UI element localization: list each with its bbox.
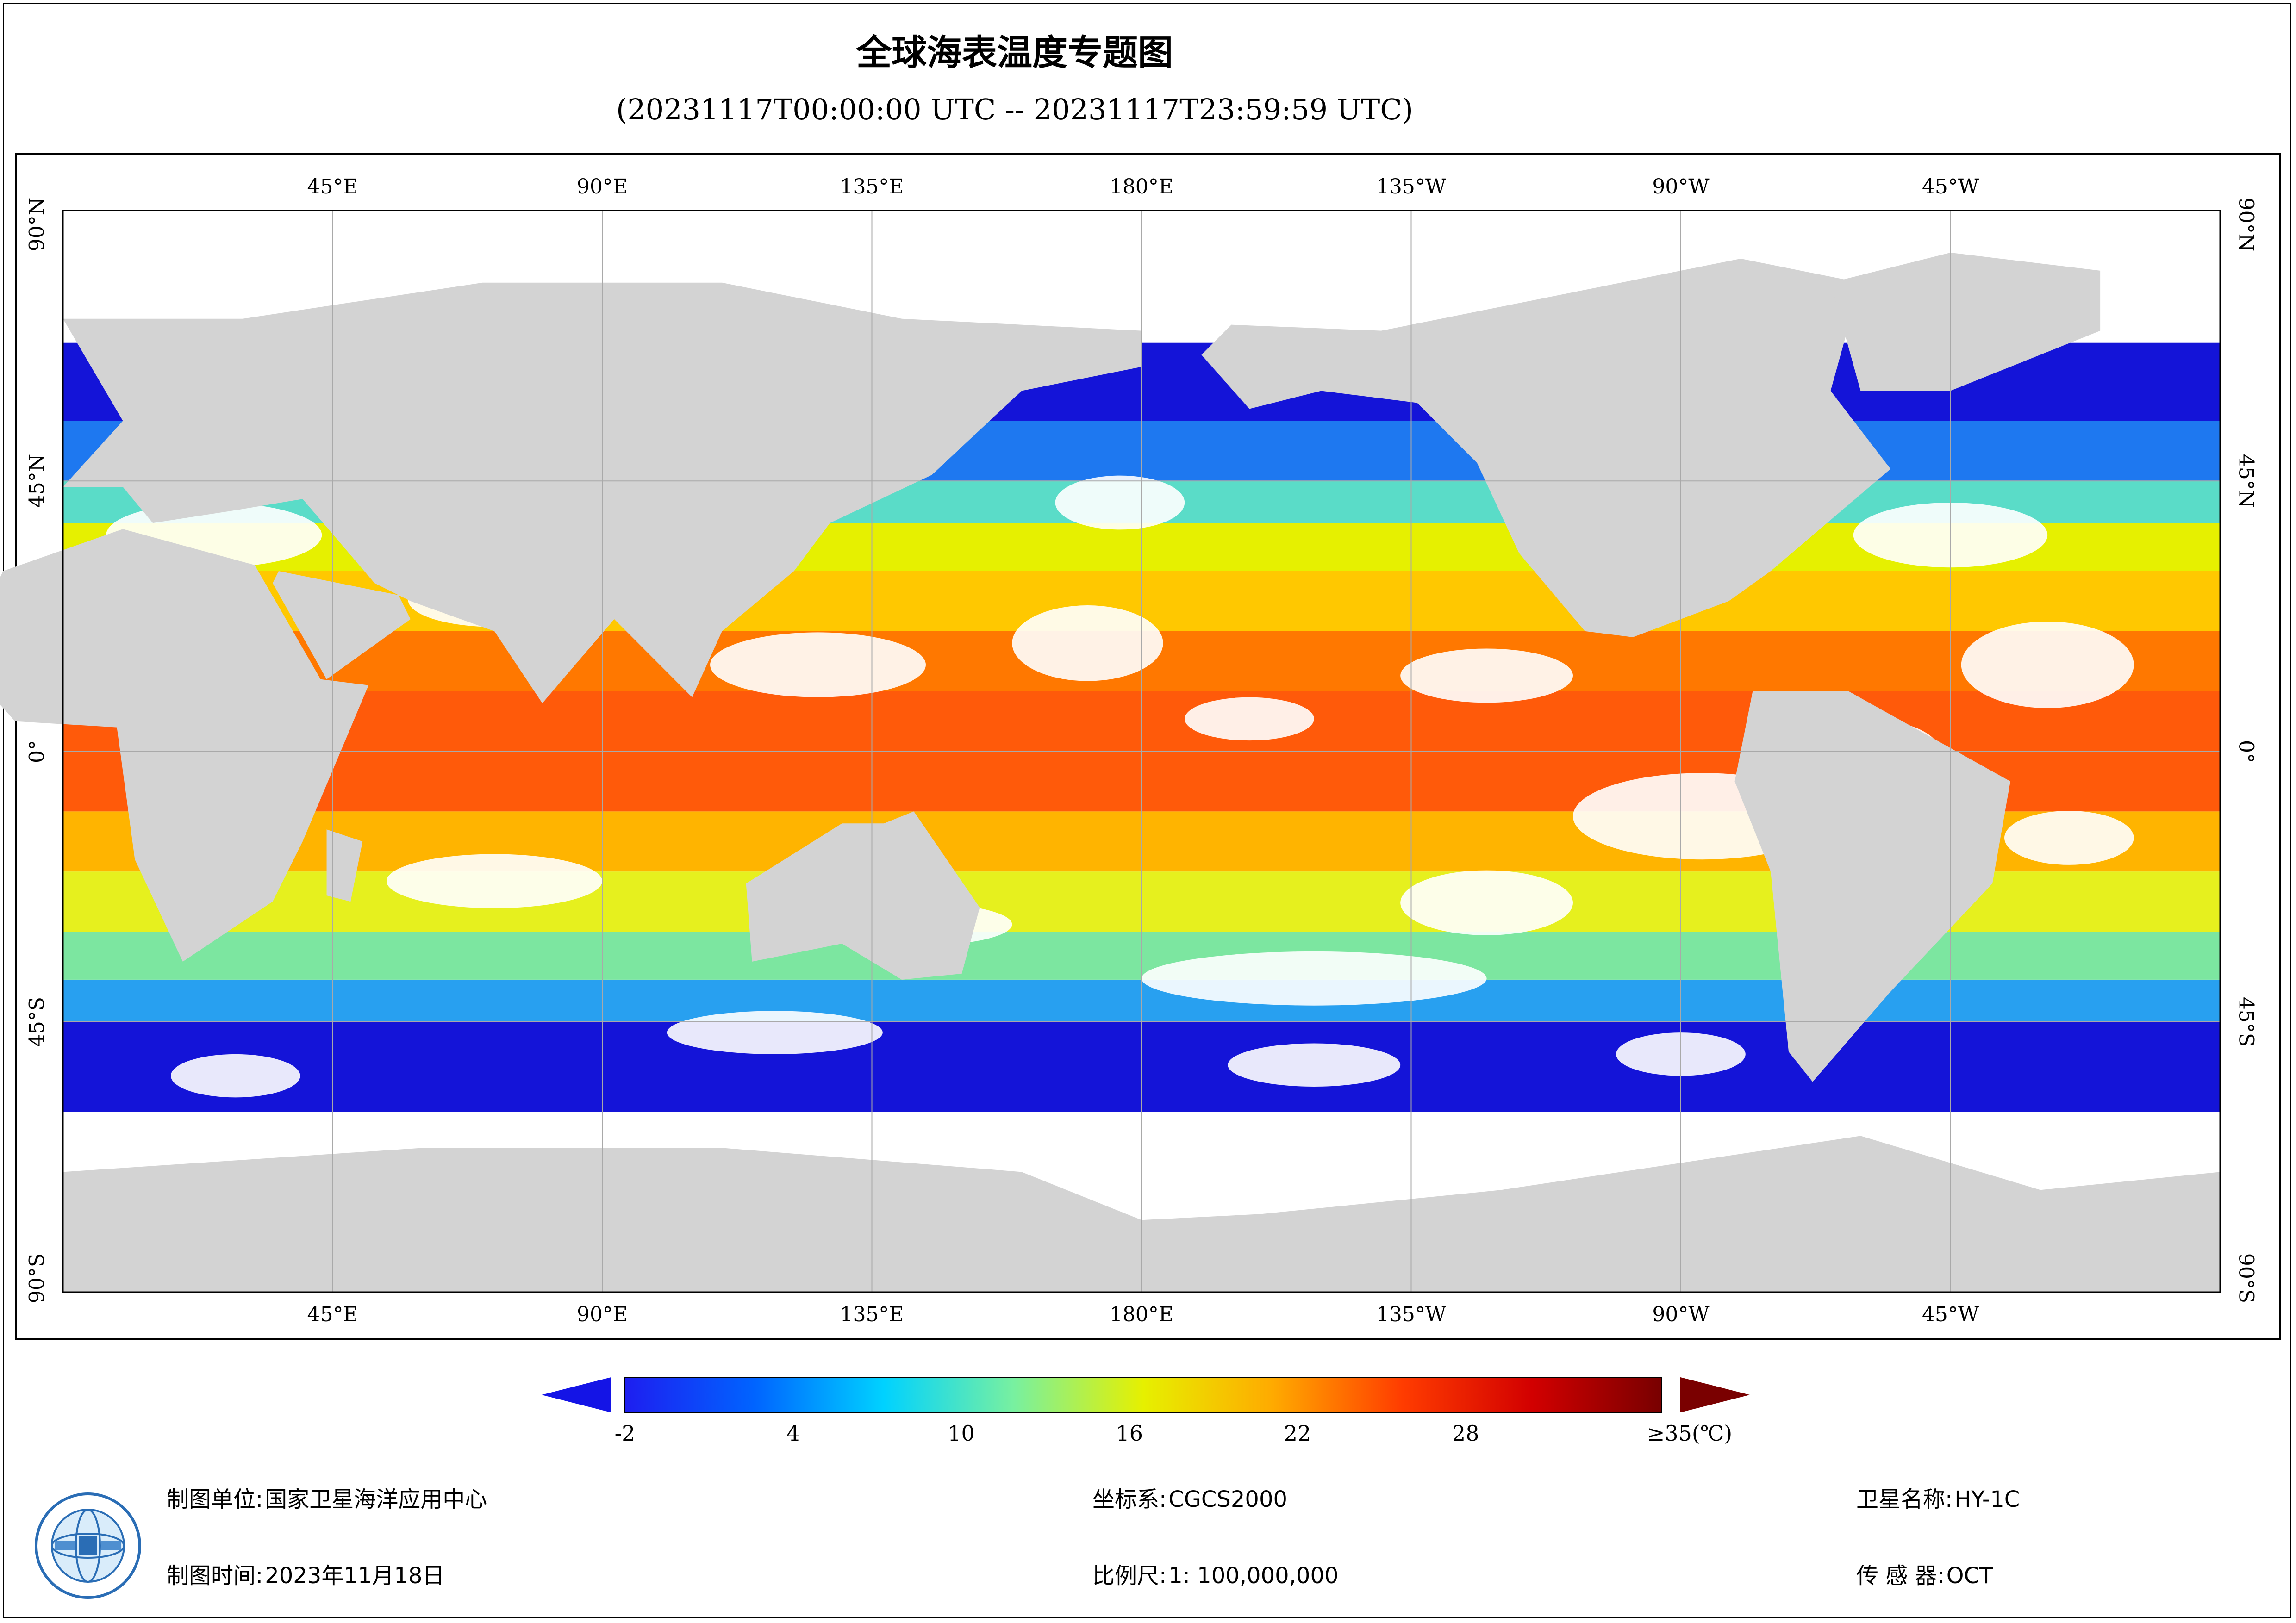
- south-america-landmass: [1734, 691, 2010, 1082]
- lon-tick-label: 135°E: [840, 175, 904, 199]
- australia-landmass: [746, 811, 980, 980]
- greenland-landmass: [1830, 252, 2101, 391]
- crs-label: 坐标系:: [1092, 1486, 1167, 1512]
- satellite-label: 卫星名称:: [1856, 1486, 1953, 1512]
- nsoas-logo: [35, 1492, 141, 1599]
- cloud-gap: [1142, 951, 1487, 1006]
- sst-map[interactable]: [0, 0, 2296, 1342]
- cloud-gap: [387, 854, 602, 908]
- lon-tick-label: 180°E: [1109, 175, 1174, 199]
- cloud-gap: [2004, 811, 2134, 865]
- north-america-landmass: [1201, 258, 1891, 637]
- cloud-gap: [1228, 1043, 1401, 1087]
- map-frame: [15, 153, 2281, 1340]
- cloud-gap: [1012, 605, 1163, 681]
- cloud-gap: [171, 1054, 300, 1098]
- cloud-gap: [1400, 870, 1573, 935]
- legend-tick-label: 28: [1452, 1421, 1479, 1446]
- org-row: 制图单位:国家卫星海洋应用中心: [167, 1481, 487, 1513]
- legend-tick-label: 4: [786, 1421, 800, 1446]
- cloud-gap: [1185, 697, 1314, 741]
- color-legend: [542, 1377, 1750, 1413]
- lat-tick-label: 90°S: [25, 1253, 49, 1304]
- lon-tick-label: 90°W: [1652, 1303, 1710, 1326]
- map-neatline: [62, 210, 2221, 1293]
- legend-tick-label: -2: [614, 1421, 636, 1446]
- satellite-value: HY-1C: [1954, 1486, 2020, 1512]
- time-row: 制图时间:2023年11月18日: [167, 1557, 445, 1590]
- legend-tick-label: 10: [948, 1421, 975, 1446]
- lat-tick-label: 45°S: [25, 996, 49, 1047]
- lon-tick-label: 135°E: [840, 1303, 904, 1326]
- time-value: 2023年11月18日: [265, 1563, 445, 1589]
- crs-value: CGCS2000: [1168, 1486, 1288, 1512]
- scale-label: 比例尺:: [1092, 1563, 1167, 1589]
- legend-colorbar: [624, 1377, 1662, 1413]
- lon-tick-label: 90°W: [1652, 175, 1710, 199]
- time-label: 制图时间:: [167, 1563, 263, 1589]
- lat-tick-label: 90°N: [25, 197, 49, 252]
- cloud-gap: [1055, 475, 1185, 530]
- lon-tick-label: 135°W: [1376, 1303, 1447, 1326]
- org-value: 国家卫星海洋应用中心: [265, 1486, 487, 1512]
- lon-tick-label: 135°W: [1376, 175, 1447, 199]
- lon-tick-label: 90°E: [576, 1303, 628, 1326]
- lat-tick-label: 90°N: [2234, 197, 2258, 252]
- map-title: 全球海表温度专题图: [856, 32, 1173, 73]
- cloud-gap: [667, 1011, 883, 1054]
- satellite-row: 卫星名称:HY-1C: [1856, 1481, 2020, 1513]
- africa-landmass: [0, 529, 369, 962]
- sensor-row: 传 感 器:OCT: [1856, 1557, 1993, 1590]
- lon-tick-label: 180°E: [1109, 1303, 1174, 1326]
- lat-tick-label: 90°S: [2234, 1253, 2258, 1304]
- arabia-landmass: [273, 571, 411, 679]
- lat-tick-label: 0°: [2234, 740, 2258, 763]
- legend-over-arrow: [1680, 1377, 1750, 1412]
- cloud-gap: [1961, 622, 2134, 709]
- lon-tick-label: 45°E: [307, 1303, 358, 1326]
- legend-tick-label: 16: [1116, 1421, 1143, 1446]
- lon-tick-label: 90°E: [576, 175, 628, 199]
- lat-tick-label: 45°N: [25, 454, 49, 508]
- cloud-gap: [1400, 648, 1573, 703]
- crs-row: 坐标系:CGCS2000: [1092, 1481, 1287, 1513]
- legend-under-arrow: [542, 1377, 611, 1412]
- legend-tick-label: ≥35(℃): [1647, 1421, 1733, 1446]
- legend-tick-label: 22: [1284, 1421, 1311, 1446]
- lon-tick-label: 45°E: [307, 175, 358, 199]
- cloud-gap: [710, 632, 926, 697]
- time-range-subtitle: (20231117T00:00:00 UTC -- 20231117T23:59…: [616, 93, 1413, 126]
- lon-tick-label: 45°W: [1922, 1303, 1979, 1326]
- scale-row: 比例尺:1: 100,000,000: [1092, 1557, 1339, 1590]
- lat-tick-label: 0°: [25, 740, 49, 763]
- page-border: [3, 3, 2291, 1618]
- sensor-value: OCT: [1946, 1563, 1993, 1589]
- madagascar-landmass: [326, 829, 363, 902]
- lat-tick-label: 45°N: [2234, 454, 2258, 508]
- scale-value: 1: 100,000,000: [1168, 1563, 1339, 1589]
- org-label: 制图单位:: [167, 1486, 263, 1512]
- sensor-label: 传 感 器:: [1856, 1563, 1945, 1589]
- lon-tick-label: 45°W: [1922, 175, 1979, 199]
- lat-tick-label: 45°S: [2234, 996, 2258, 1047]
